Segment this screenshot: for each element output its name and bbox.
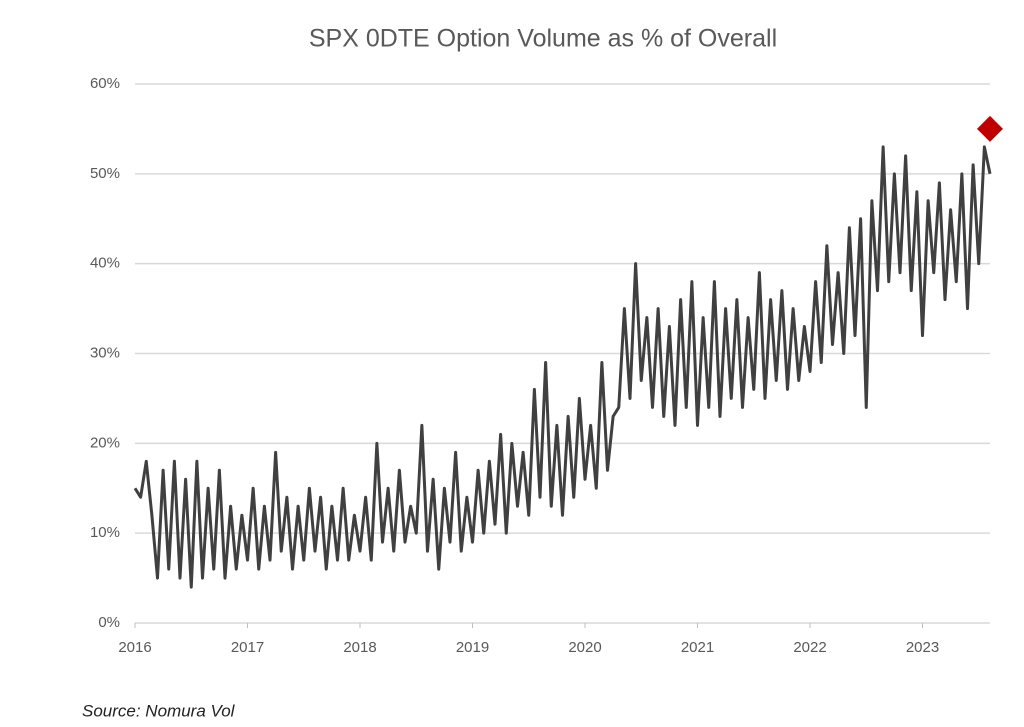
x-tick-label: 2016 — [118, 639, 151, 656]
x-tick-label: 2019 — [456, 639, 489, 656]
y-tick-label: 40% — [90, 255, 120, 272]
y-tick-label: 20% — [90, 434, 120, 451]
highlight-marker — [977, 115, 1003, 142]
data-line — [133, 145, 992, 589]
x-tick-label: 2018 — [343, 639, 376, 656]
x-tick-label: 2021 — [681, 639, 714, 656]
x-tick-label: 2023 — [906, 639, 939, 656]
chart-title: SPX 0DTE Option Volume as % of Overall — [309, 25, 777, 53]
y-tick-label: 50% — [90, 165, 120, 182]
source-note: Source: Nomura Vol — [82, 701, 236, 720]
x-tick-label: 2017 — [231, 639, 264, 656]
y-tick-label: 30% — [90, 344, 120, 361]
y-tick-label: 10% — [90, 524, 120, 541]
x-tick-label: 2022 — [793, 639, 826, 656]
y-tick-label: 0% — [98, 614, 120, 631]
y-tick-label: 60% — [90, 75, 120, 92]
x-tick-label: 2020 — [568, 639, 601, 656]
